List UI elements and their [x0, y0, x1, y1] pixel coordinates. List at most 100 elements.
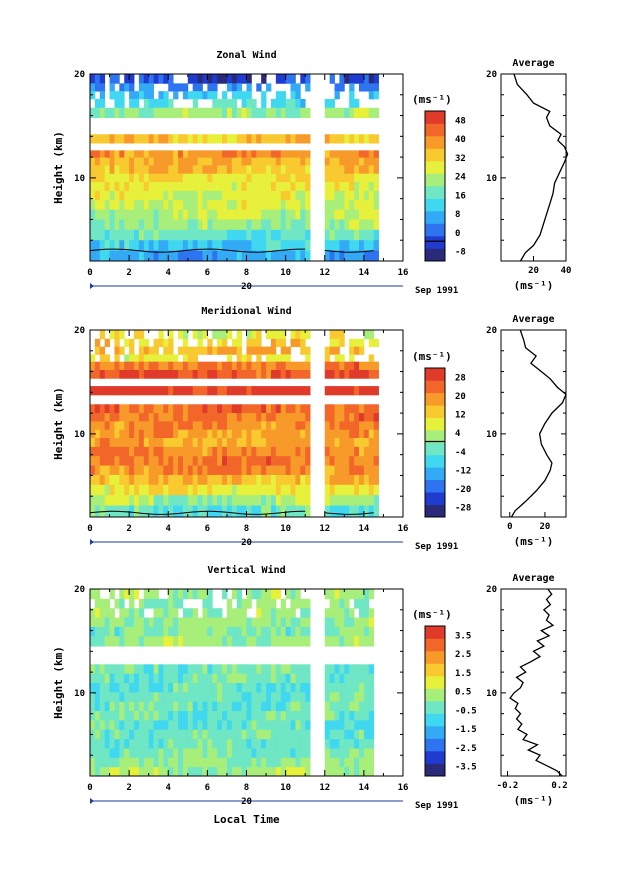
- heatmap-cell: [290, 739, 296, 749]
- heatmap-cell: [236, 386, 243, 396]
- heatmap-cell: [114, 729, 120, 740]
- heatmap-cell: [261, 370, 267, 379]
- heatmap-cell: [173, 456, 179, 466]
- heatmap-cell: [241, 505, 247, 518]
- heatmap-cell: [153, 240, 159, 252]
- heatmap-cell: [104, 240, 110, 252]
- heatmap-cell: [143, 711, 150, 721]
- heatmap-cell: [153, 229, 159, 241]
- heatmap-cell: [236, 636, 243, 647]
- heatmap-cell: [207, 701, 213, 712]
- heatmap-cell: [178, 495, 184, 506]
- heatmap-cell: [129, 446, 135, 457]
- heatmap-cell: [158, 91, 164, 100]
- heatmap-cell: [129, 404, 135, 414]
- heatmap-cell: [94, 673, 101, 684]
- heatmap-cell: [275, 456, 282, 466]
- heatmap-cell: [266, 240, 272, 252]
- heatmap-cell: [129, 505, 135, 518]
- heatmap-cell: [300, 190, 306, 201]
- heatmap-cell: [148, 683, 154, 693]
- heatmap-cell: [114, 190, 120, 201]
- heatmap-cell: [368, 505, 375, 518]
- heatmap-cell: [158, 229, 164, 241]
- heatmap-cell: [270, 200, 277, 210]
- heatmap-cell: [143, 98, 150, 109]
- heatmap-cell: [129, 74, 135, 84]
- heatmap-cell: [266, 598, 272, 609]
- heatmap-cell: [182, 346, 189, 355]
- heatmap-cell: [275, 219, 282, 231]
- heatmap-cell: [143, 617, 150, 628]
- heatmap-cell: [354, 484, 360, 496]
- heatmap-cell: [124, 107, 130, 119]
- heatmap-cell: [236, 346, 243, 355]
- heatmap-cell: [344, 683, 350, 693]
- heatmap-cell: [354, 150, 360, 159]
- heatmap-cell: [138, 495, 145, 506]
- heatmap-cell: [246, 74, 252, 84]
- heatmap-cell: [222, 683, 228, 693]
- x-axis-label: Local Time: [213, 813, 280, 826]
- heatmap-cell: [182, 626, 189, 637]
- heatmap-cell: [236, 767, 243, 777]
- heatmap-cell: [129, 767, 135, 777]
- heatmap-cell: [104, 134, 110, 144]
- day-label: 20: [241, 538, 252, 548]
- heatmap-cell: [134, 240, 140, 252]
- heatmap-cell: [129, 165, 135, 175]
- heatmap-cell: [241, 757, 247, 768]
- heatmap-cell: [231, 98, 238, 109]
- heatmap-cell: [104, 664, 110, 675]
- heatmap-cell: [344, 664, 350, 675]
- heatmap-cell: [143, 346, 150, 355]
- heatmap-cell: [182, 219, 189, 231]
- heatmap-cell: [261, 182, 267, 192]
- heatmap-cell: [90, 608, 96, 618]
- heatmap-cell: [94, 617, 101, 628]
- heatmap-cell: [148, 692, 154, 703]
- heatmap-cell: [226, 386, 233, 396]
- heatmap-cell: [354, 673, 360, 684]
- heatmap-cell: [119, 157, 125, 166]
- heatmap-cell: [344, 739, 350, 749]
- heatmap-cell: [153, 446, 159, 457]
- heatmap-cell: [124, 701, 130, 712]
- heatmap-cell: [222, 438, 228, 448]
- heatmap-cell: [231, 748, 238, 759]
- heatmap-cell: [363, 495, 370, 506]
- heatmap-cell: [207, 209, 213, 220]
- heatmap-cell: [182, 711, 189, 721]
- heatmap-cell: [246, 598, 252, 609]
- heatmap-cell: [368, 720, 375, 731]
- heatmap-cell: [305, 240, 311, 252]
- heatmap-cell: [280, 98, 287, 109]
- heatmap-cell: [178, 484, 184, 496]
- heatmap-cell: [354, 683, 360, 693]
- heatmap-cell: [143, 150, 150, 159]
- heatmap-cell: [104, 701, 110, 712]
- heatmap-cell: [354, 748, 360, 759]
- heatmap-cell: [300, 250, 306, 262]
- heatmap-cell: [143, 107, 150, 119]
- heatmap-cell: [119, 748, 125, 759]
- heatmap-cell: [246, 219, 252, 231]
- heatmap-cell: [368, 182, 375, 192]
- heatmap-cell: [187, 200, 194, 210]
- heatmap-cell: [290, 598, 296, 609]
- heatmap-cell: [251, 421, 257, 431]
- heatmap-cell: [246, 229, 252, 241]
- heatmap-cell: [134, 617, 140, 628]
- heatmap-cell: [143, 83, 150, 92]
- heatmap-cell: [236, 505, 243, 518]
- heatmap-cell: [246, 701, 252, 712]
- heatmap-cell: [295, 757, 301, 768]
- heatmap-cell: [373, 495, 379, 506]
- heatmap-cell: [212, 474, 218, 486]
- heatmap-cell: [280, 157, 287, 166]
- heatmap-cell: [251, 250, 257, 262]
- heatmap-cell: [231, 757, 238, 768]
- heatmap-cell: [280, 474, 287, 486]
- heatmap-cell: [158, 692, 164, 703]
- colorbar-swatch: [425, 380, 445, 394]
